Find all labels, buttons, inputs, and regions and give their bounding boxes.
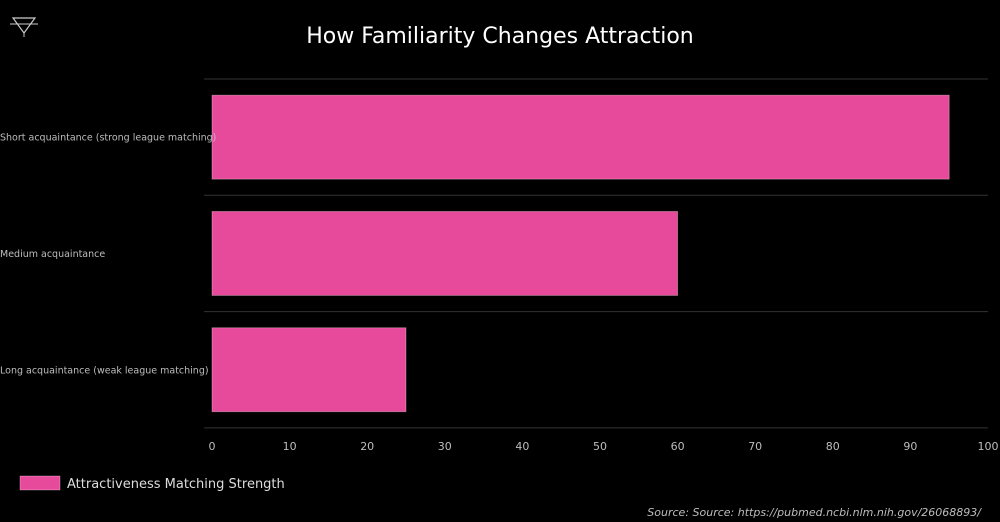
bar [211, 327, 407, 413]
bar [211, 94, 950, 180]
x-tick-label: 50 [593, 440, 607, 453]
x-tick-label: 90 [903, 440, 917, 453]
x-axis-ticks: 0 10 20 30 40 50 60 70 80 90 100 [209, 440, 999, 453]
legend-label: Attractiveness Matching Strength [67, 477, 285, 492]
x-tick-label: 20 [360, 440, 374, 453]
bars [211, 94, 950, 413]
category-labels: Short acquaintance (strong league matchi… [0, 133, 216, 377]
triangle-logo-icon [10, 17, 38, 37]
legend-swatch [19, 475, 61, 491]
source-note: Source: Source: https://pubmed.ncbi.nlm.… [647, 506, 982, 519]
category-label: Long acquaintance (weak league matching) [0, 365, 209, 376]
x-tick-label: 80 [826, 440, 840, 453]
gridlines [204, 78, 988, 429]
chart-title: How Familiarity Changes Attraction [306, 24, 694, 49]
x-tick-label: 70 [748, 440, 762, 453]
x-tick-label: 10 [283, 440, 297, 453]
category-label: Medium acquaintance [0, 249, 105, 260]
x-tick-label: 40 [515, 440, 529, 453]
category-label: Short acquaintance (strong league matchi… [0, 133, 216, 144]
bar [211, 211, 679, 296]
x-tick-label: 60 [671, 440, 685, 453]
x-tick-label: 0 [209, 440, 216, 453]
x-tick-label: 30 [438, 440, 452, 453]
legend: Attractiveness Matching Strength [19, 475, 285, 492]
x-tick-label: 100 [978, 440, 999, 453]
